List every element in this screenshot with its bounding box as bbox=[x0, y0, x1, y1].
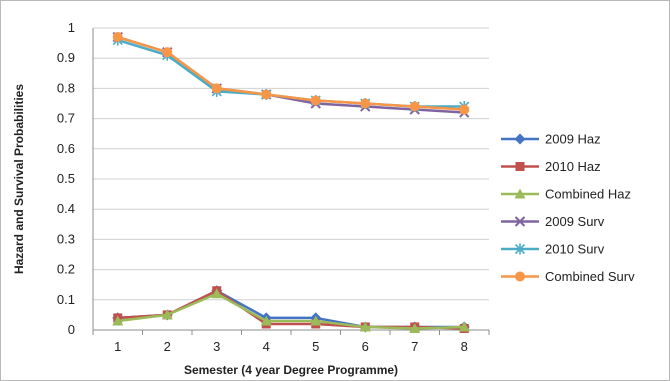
data-point bbox=[112, 315, 124, 326]
x-axis-ticks: 1 2 3 4 5 6 7 8 bbox=[114, 339, 468, 354]
legend-marker bbox=[515, 162, 525, 171]
series-combined-haz bbox=[112, 288, 470, 333]
series-line bbox=[117, 292, 465, 330]
data-point bbox=[310, 315, 322, 326]
x-tick-label: 1 bbox=[114, 339, 121, 354]
series-line bbox=[117, 35, 465, 111]
data-point bbox=[409, 322, 421, 333]
y-tick-label: 0.1 bbox=[57, 292, 75, 307]
data-point bbox=[162, 47, 173, 58]
data-point bbox=[409, 101, 420, 112]
series-group bbox=[112, 31, 470, 333]
legend-label: Combined Haz bbox=[545, 187, 631, 202]
legend: 2009 Haz 2010 Haz Combined Haz 2009 Surv 201… bbox=[501, 132, 635, 284]
y-tick-label: 0.8 bbox=[57, 80, 75, 95]
series-2010-surv bbox=[112, 34, 470, 113]
x-tick-label: 7 bbox=[411, 339, 418, 354]
legend-marker bbox=[514, 243, 526, 255]
marker-stroke bbox=[514, 216, 526, 227]
data-point bbox=[161, 309, 173, 320]
x-tick-label: 6 bbox=[362, 339, 369, 354]
y-tick-label: 0.5 bbox=[57, 171, 75, 186]
data-point bbox=[359, 321, 371, 332]
legend-marker bbox=[514, 216, 526, 227]
legend-label: Combined Surv bbox=[545, 269, 635, 284]
x-tick-label: 3 bbox=[213, 339, 220, 354]
data-point bbox=[459, 104, 470, 115]
y-tick-label: 0 bbox=[68, 322, 75, 337]
x-tick-label: 5 bbox=[312, 339, 319, 354]
y-tick-label: 0.3 bbox=[57, 231, 75, 246]
legend-label: 2009 Surv bbox=[545, 214, 605, 229]
y-axis-ticks: 0 0.1 0.2 0.3 0.4 0.5 0.6 0.7 0.8 0.9 1 bbox=[57, 20, 75, 337]
legend-label: 2010 Surv bbox=[545, 242, 605, 257]
y-tick-label: 0.7 bbox=[57, 111, 75, 126]
x-tick-label: 8 bbox=[461, 339, 468, 354]
legend-label: 2010 Haz bbox=[545, 159, 601, 174]
y-tick-label: 0.2 bbox=[57, 262, 75, 277]
legend-marker bbox=[514, 188, 526, 199]
gridlines bbox=[93, 27, 489, 301]
legend-entry: 2009 Haz bbox=[501, 132, 601, 147]
x-tick-label: 2 bbox=[164, 339, 171, 354]
data-point bbox=[360, 98, 371, 109]
legend-entry: 2010 Surv bbox=[501, 242, 605, 257]
data-point bbox=[261, 89, 272, 100]
y-tick-label: 1 bbox=[68, 20, 75, 35]
y-axis-title: Hazard and Survival Probabilities bbox=[12, 84, 26, 274]
legend-marker bbox=[515, 271, 525, 282]
y-tick-label: 0.9 bbox=[57, 50, 75, 65]
legend-entry: 2009 Surv bbox=[501, 214, 605, 229]
data-point bbox=[211, 288, 223, 299]
data-point bbox=[211, 83, 222, 94]
legend-label: 2009 Haz bbox=[545, 132, 601, 147]
data-point bbox=[458, 321, 470, 332]
x-tick-label: 4 bbox=[263, 339, 270, 354]
x-axis-title: Semester (4 year Degree Programme) bbox=[184, 363, 398, 377]
axes bbox=[92, 28, 490, 335]
y-tick-label: 0.4 bbox=[57, 201, 75, 216]
legend-entry: Combined Haz bbox=[501, 187, 631, 202]
data-point bbox=[260, 315, 272, 326]
series-combined-surv bbox=[112, 32, 470, 115]
legend-entry: 2010 Haz bbox=[501, 159, 601, 174]
legend-entry: Combined Surv bbox=[501, 269, 635, 284]
legend-marker bbox=[514, 133, 526, 145]
data-point bbox=[112, 32, 123, 43]
data-point bbox=[310, 95, 321, 106]
y-tick-label: 0.6 bbox=[57, 141, 75, 156]
